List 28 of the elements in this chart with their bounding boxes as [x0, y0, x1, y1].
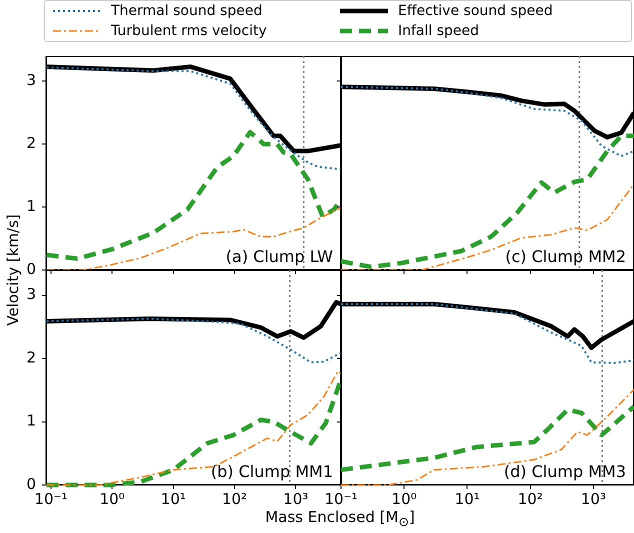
y-tick-label: 0 — [26, 260, 36, 278]
y-axis-title: Velocity [km/s] — [4, 214, 22, 326]
legend-label: Infall speed — [398, 23, 480, 39]
y-tick-label: 3 — [26, 285, 36, 304]
x-axis-title: Mass Enclosed [M$_{⊙}$] — [265, 508, 415, 529]
x-tick-label: 10⁰ — [392, 490, 417, 508]
annotation: (b) Clump MM1 — [210, 462, 333, 482]
x-tick-label: 10⁻¹ — [324, 490, 358, 508]
annotation: (c) Clump MM2 — [505, 247, 626, 266]
x-tick-label: 10¹ — [454, 490, 480, 508]
x-tick-label: 10³ — [580, 490, 606, 508]
y-tick-label: 3 — [26, 71, 36, 90]
y-tick-label: 2 — [26, 134, 36, 152]
annotation: (d) Clump MM3 — [504, 462, 626, 482]
y-tick-label: 2 — [26, 348, 36, 366]
legend-label: Effective sound speed — [398, 3, 553, 19]
x-tick-label: 10³ — [283, 490, 308, 508]
annotation: (a) Clump LW — [226, 247, 334, 266]
x-tick-label: 10² — [518, 490, 543, 508]
x-tick-label: 10¹ — [160, 490, 186, 508]
y-tick-label: 0 — [26, 474, 36, 493]
y-tick-label: 1 — [26, 196, 36, 215]
y-tick-label: 1 — [26, 412, 36, 430]
x-tick-label: 10² — [222, 490, 248, 508]
x-tick-label: 10⁻¹ — [34, 490, 68, 508]
x-tick-label: 10⁰ — [100, 490, 125, 508]
legend-label: Thermal sound speed — [111, 3, 262, 19]
legend-label: Turbulent rms velocity — [111, 23, 267, 39]
